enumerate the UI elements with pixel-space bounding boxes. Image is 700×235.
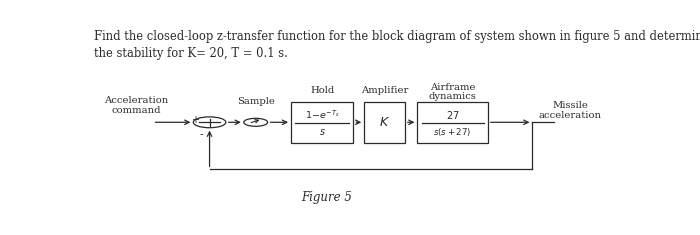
Text: -: - bbox=[199, 129, 203, 139]
Text: $27$: $27$ bbox=[446, 109, 459, 121]
Text: Sample: Sample bbox=[237, 97, 274, 106]
Bar bbox=[364, 102, 405, 143]
Text: Amplifier: Amplifier bbox=[360, 86, 408, 95]
Text: Acceleration
command: Acceleration command bbox=[104, 96, 169, 115]
Text: $1\!-\!e^{-T_s}$: $1\!-\!e^{-T_s}$ bbox=[304, 108, 340, 121]
Text: Airframe: Airframe bbox=[430, 82, 475, 91]
Text: dynamics: dynamics bbox=[428, 92, 477, 101]
Text: $s(s+27)$: $s(s+27)$ bbox=[433, 126, 472, 138]
Text: Figure 5: Figure 5 bbox=[301, 191, 351, 204]
Text: Missile: Missile bbox=[552, 101, 588, 110]
Bar bbox=[291, 102, 354, 143]
Bar bbox=[417, 102, 488, 143]
Text: acceleration: acceleration bbox=[539, 111, 602, 121]
Text: +: + bbox=[191, 115, 199, 125]
Text: $s$: $s$ bbox=[318, 127, 326, 137]
Text: Find the closed-loop z-transfer function for the block diagram of system shown i: Find the closed-loop z-transfer function… bbox=[94, 30, 700, 60]
Text: Hold: Hold bbox=[310, 86, 335, 95]
Text: $K$: $K$ bbox=[379, 116, 390, 129]
